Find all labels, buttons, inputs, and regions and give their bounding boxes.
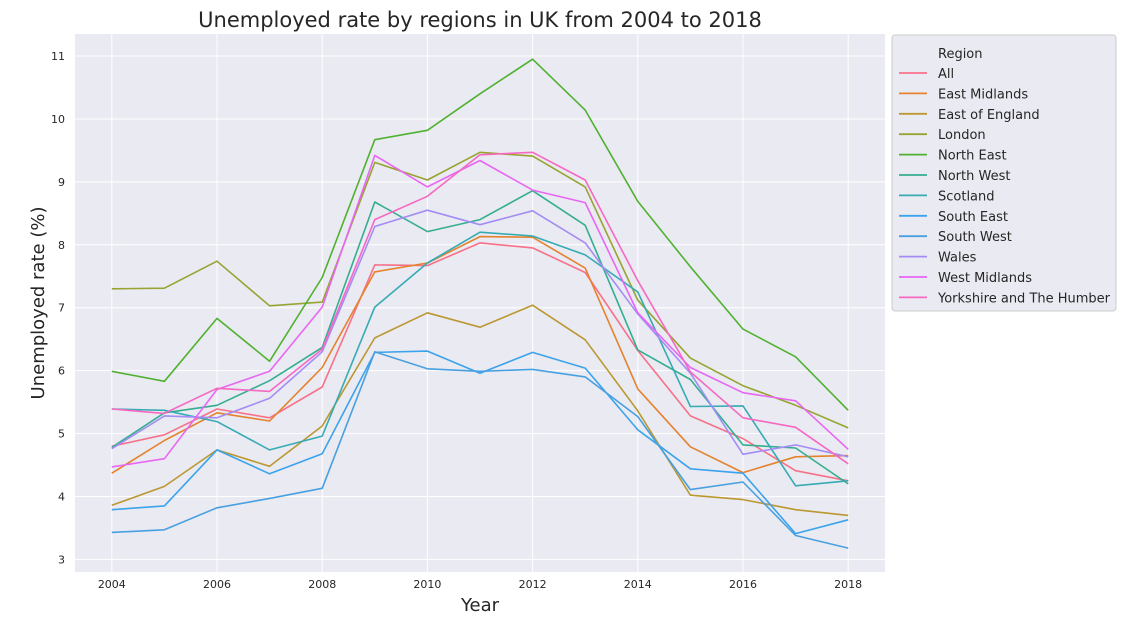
y-tick-label: 8: [58, 239, 65, 252]
x-tick-label: 2008: [308, 578, 336, 591]
series-line-north-east: [111, 58, 849, 411]
legend-entry: Wales: [938, 251, 977, 266]
series-line-north-west: [111, 189, 849, 485]
y-tick-label: 9: [58, 176, 65, 189]
legend-entry: Scotland: [938, 189, 995, 204]
chart-title: Unemployed rate by regions in UK from 20…: [198, 8, 762, 32]
y-axis-title: Unemployed rate (%): [28, 207, 49, 400]
x-tick-label: 2012: [519, 578, 547, 591]
legend-entry: East of England: [938, 108, 1040, 123]
x-tick-labels: 2004 2006 2008 2010 2012 2014 2016 2018: [98, 578, 862, 591]
series-line-south-west: [111, 350, 849, 549]
x-tick-label: 2014: [624, 578, 652, 591]
plot-background: [75, 34, 885, 572]
x-tick-label: 2018: [834, 578, 862, 591]
legend: Region All East Midlands East of England Lo…: [891, 34, 1117, 312]
series-line-london: [111, 151, 849, 429]
legend-entry: London: [938, 128, 986, 143]
y-tick-label: 5: [58, 428, 65, 441]
legend-entry: West Midlands: [938, 271, 1032, 286]
legend-entry: East Midlands: [938, 87, 1028, 102]
x-axis-title: Year: [460, 595, 500, 616]
legend-entry: South East: [938, 210, 1008, 225]
series-lines: [111, 58, 849, 549]
series-line-east-midlands: [111, 235, 849, 474]
series-line-scotland: [111, 231, 849, 487]
legend-entry: All: [938, 67, 954, 82]
y-tick-labels: 3 4 5 6 7 8 9 10 11: [51, 50, 65, 566]
y-tick-label: 11: [51, 50, 65, 63]
series-line-wales: [111, 209, 849, 458]
x-tick-label: 2010: [413, 578, 441, 591]
series-line-west-midlands: [111, 154, 849, 468]
series-line-east-of-england: [111, 304, 849, 517]
y-tick-label: 4: [58, 490, 65, 503]
y-tick-label: 3: [58, 553, 65, 566]
series-line-yorkshire-and-the-humber: [111, 151, 849, 465]
series-line-south-east: [111, 350, 849, 535]
legend-box: [891, 34, 1117, 312]
y-tick-label: 7: [58, 302, 65, 315]
legend-entry: Yorkshire and The Humber: [937, 291, 1111, 306]
x-tick-label: 2004: [98, 578, 126, 591]
legend-entry: South West: [938, 230, 1012, 245]
legend-title: Region: [938, 47, 983, 62]
legend-items: All East Midlands East of England London Nor…: [899, 67, 1111, 306]
x-tick-label: 2016: [729, 578, 757, 591]
legend-entry: North West: [938, 169, 1010, 184]
x-tick-label: 2006: [203, 578, 231, 591]
y-tick-label: 10: [51, 113, 65, 126]
y-tick-label: 6: [58, 365, 65, 378]
grid: [75, 34, 885, 572]
legend-entry: North East: [938, 149, 1007, 164]
